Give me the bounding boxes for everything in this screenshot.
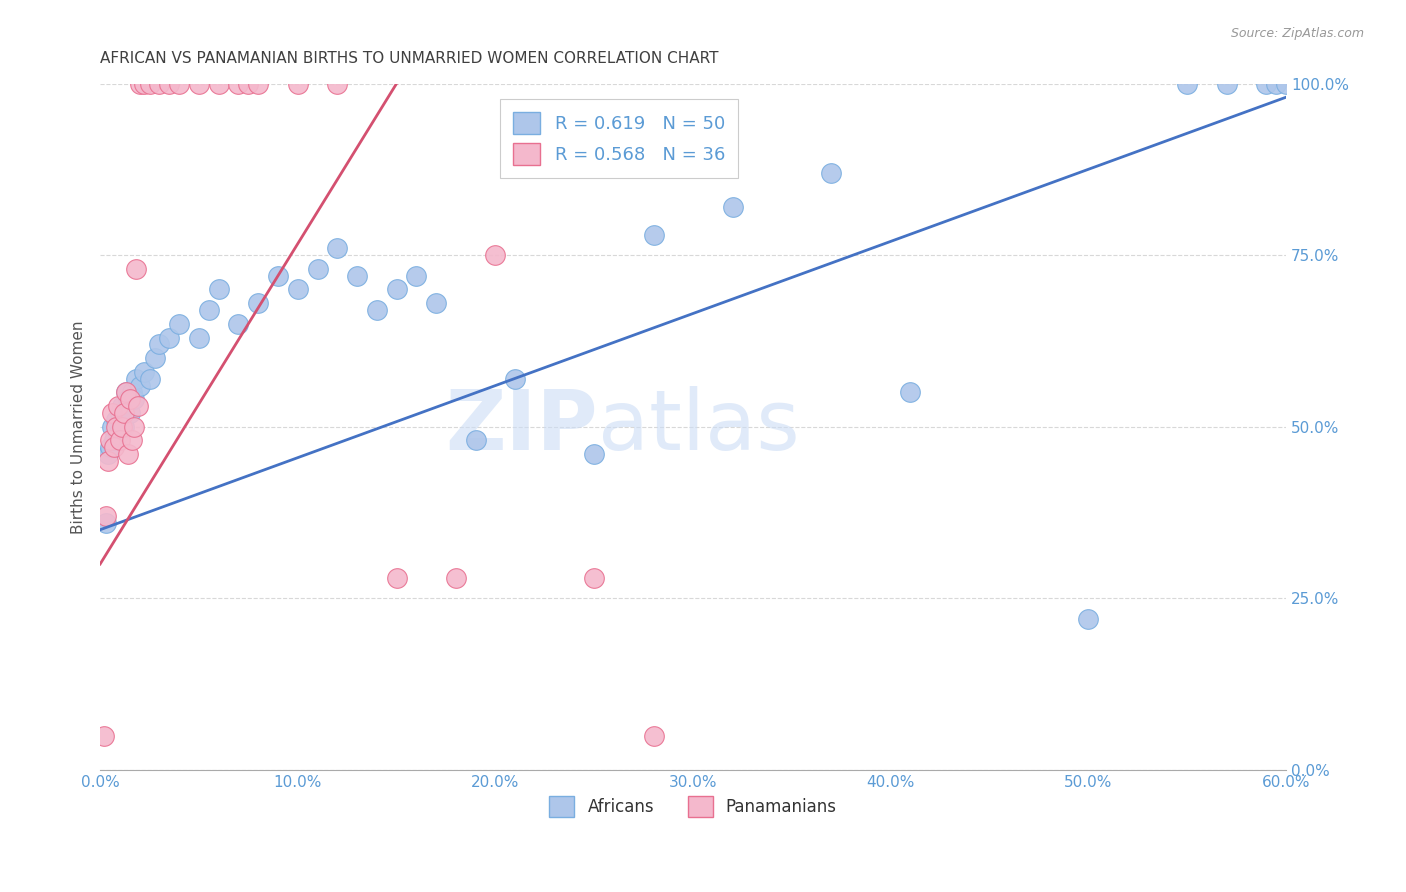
Point (820, 166, 842, 180)
Point (247, 296, 270, 310)
Point (366, 303, 388, 318)
Point (94, 516, 117, 530)
Point (208, 283, 231, 297)
Point (98, 434, 121, 448)
Point (643, 729, 665, 743)
Point (117, 447, 139, 461)
Point (228, 317, 250, 331)
Point (1275, 77, 1298, 91)
Point (326, 241, 349, 255)
Point (1077, 612, 1099, 626)
Point (148, 77, 170, 91)
Point (118, 406, 141, 420)
Point (307, 261, 329, 276)
Point (464, 434, 486, 448)
Point (326, 77, 349, 91)
Point (107, 399, 129, 413)
Point (167, 317, 190, 331)
Point (208, 77, 231, 91)
Point (132, 365, 155, 379)
Point (108, 434, 131, 448)
Point (1256, 77, 1278, 91)
Point (287, 77, 309, 91)
Legend: Africans, Panamanians: Africans, Panamanians (543, 789, 844, 823)
Point (198, 303, 221, 318)
Point (103, 441, 125, 455)
Point (94, 508, 117, 523)
Point (103, 434, 125, 448)
Point (583, 447, 606, 461)
Point (145, 351, 167, 365)
Point (112, 406, 135, 420)
Point (108, 406, 131, 420)
Point (157, 77, 180, 91)
Point (93, 729, 115, 743)
Point (900, 385, 922, 400)
Point (122, 392, 145, 407)
Point (247, 77, 270, 91)
Point (107, 426, 129, 441)
Point (346, 268, 368, 283)
Point (111, 419, 134, 434)
Text: AFRICAN VS PANAMANIAN BIRTHS TO UNMARRIED WOMEN CORRELATION CHART: AFRICAN VS PANAMANIAN BIRTHS TO UNMARRIE… (100, 51, 718, 66)
Text: Source: ZipAtlas.com: Source: ZipAtlas.com (1230, 27, 1364, 40)
Point (97, 447, 120, 461)
Point (117, 392, 139, 407)
Point (127, 399, 149, 413)
Point (101, 419, 124, 434)
Point (425, 296, 447, 310)
Point (643, 227, 665, 242)
Point (385, 571, 408, 585)
Point (187, 330, 209, 344)
Point (138, 77, 160, 91)
Point (1215, 77, 1237, 91)
Point (114, 385, 136, 400)
Point (721, 200, 744, 214)
Point (405, 268, 427, 283)
Point (287, 283, 309, 297)
Point (121, 385, 143, 400)
Point (228, 77, 250, 91)
Point (138, 372, 160, 386)
Point (118, 392, 141, 407)
Text: ZIP: ZIP (446, 386, 598, 467)
Text: atlas: atlas (598, 386, 800, 467)
Point (98, 441, 121, 455)
Point (114, 385, 136, 400)
Point (444, 571, 467, 585)
Point (101, 406, 124, 420)
Point (167, 77, 190, 91)
Point (238, 77, 260, 91)
Point (111, 399, 134, 413)
Point (157, 330, 180, 344)
Point (128, 378, 150, 392)
Point (132, 77, 155, 91)
Point (503, 372, 526, 386)
Y-axis label: Births to Unmarried Women: Births to Unmarried Women (72, 320, 86, 533)
Point (112, 419, 135, 434)
Point (125, 372, 148, 386)
Point (104, 413, 127, 427)
Point (484, 248, 506, 262)
Point (121, 434, 143, 448)
Point (125, 261, 148, 276)
Point (122, 419, 145, 434)
Point (97, 454, 120, 468)
Point (385, 283, 408, 297)
Point (128, 77, 150, 91)
Point (148, 337, 170, 351)
Point (104, 419, 127, 434)
Point (267, 268, 290, 283)
Point (187, 77, 209, 91)
Point (1175, 77, 1198, 91)
Point (1265, 77, 1288, 91)
Point (583, 571, 606, 585)
